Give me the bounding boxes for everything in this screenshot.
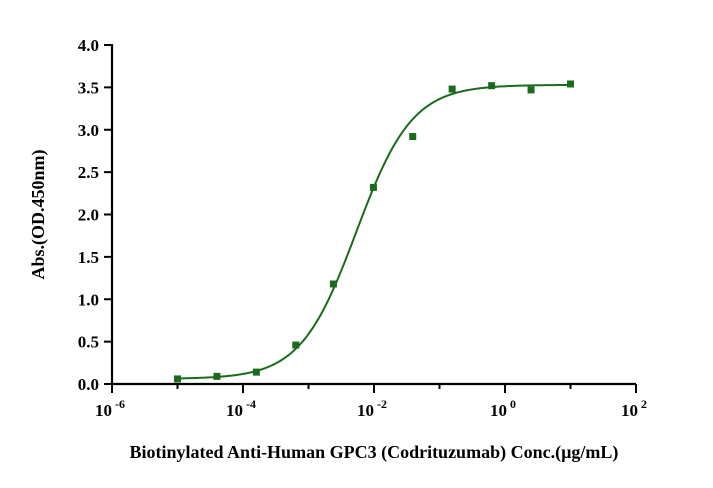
x-tick-label: 10 2 xyxy=(621,397,647,420)
x-tick-base: 10 xyxy=(490,401,507,420)
y-ticks: 0.0 0.5 1.0 1.5 2.0 2.5 3.0 3.5 4.0 xyxy=(78,36,112,394)
x-tick-base: 10 xyxy=(95,401,112,420)
x-tick-exponent: -2 xyxy=(377,397,387,411)
x-tick-exponent: 2 xyxy=(641,397,647,411)
y-tick-label: 2.0 xyxy=(78,206,99,225)
x-tick-exponent: -6 xyxy=(115,397,125,411)
y-tick-label: 3.5 xyxy=(78,78,99,97)
x-tick-exponent: 0 xyxy=(510,397,516,411)
data-point xyxy=(292,341,300,349)
x-tick-label: 10 -2 xyxy=(357,397,387,420)
data-point xyxy=(409,133,417,141)
x-tick-label: 10 0 xyxy=(490,397,516,420)
x-tick-exponent: -4 xyxy=(246,397,256,411)
x-tick-base: 10 xyxy=(226,401,243,420)
data-point xyxy=(213,372,221,380)
data-point xyxy=(567,80,574,88)
x-ticks: 10 -6 10 -4 10 -2 10 0 10 2 xyxy=(95,384,647,420)
data-point xyxy=(369,183,377,191)
y-tick-label: 4.0 xyxy=(78,36,99,55)
axes xyxy=(110,44,636,386)
y-tick-label: 2.5 xyxy=(78,163,99,182)
x-tick-base: 10 xyxy=(621,401,638,420)
x-axis-title: Biotinylated Anti-Human GPC3 (Codrituzum… xyxy=(130,442,619,463)
data-points xyxy=(174,80,574,383)
data-point xyxy=(488,82,496,90)
data-point xyxy=(252,368,260,376)
y-tick-label: 0.5 xyxy=(78,333,99,352)
data-point xyxy=(448,85,456,93)
x-tick-label: 10 -4 xyxy=(226,397,256,420)
y-tick-label: 1.5 xyxy=(78,248,99,267)
x-tick-label: 10 -6 xyxy=(95,397,125,420)
data-point xyxy=(174,375,181,383)
data-point xyxy=(329,280,337,288)
y-axis-title: Abs.(OD.450nm) xyxy=(28,149,49,279)
y-tick-label: 3.0 xyxy=(78,121,99,140)
data-point xyxy=(527,86,535,94)
fit-curve xyxy=(177,83,571,380)
y-tick-label: 1.0 xyxy=(78,290,99,309)
x-tick-base: 10 xyxy=(357,401,374,420)
y-tick-label: 0.0 xyxy=(78,375,99,394)
